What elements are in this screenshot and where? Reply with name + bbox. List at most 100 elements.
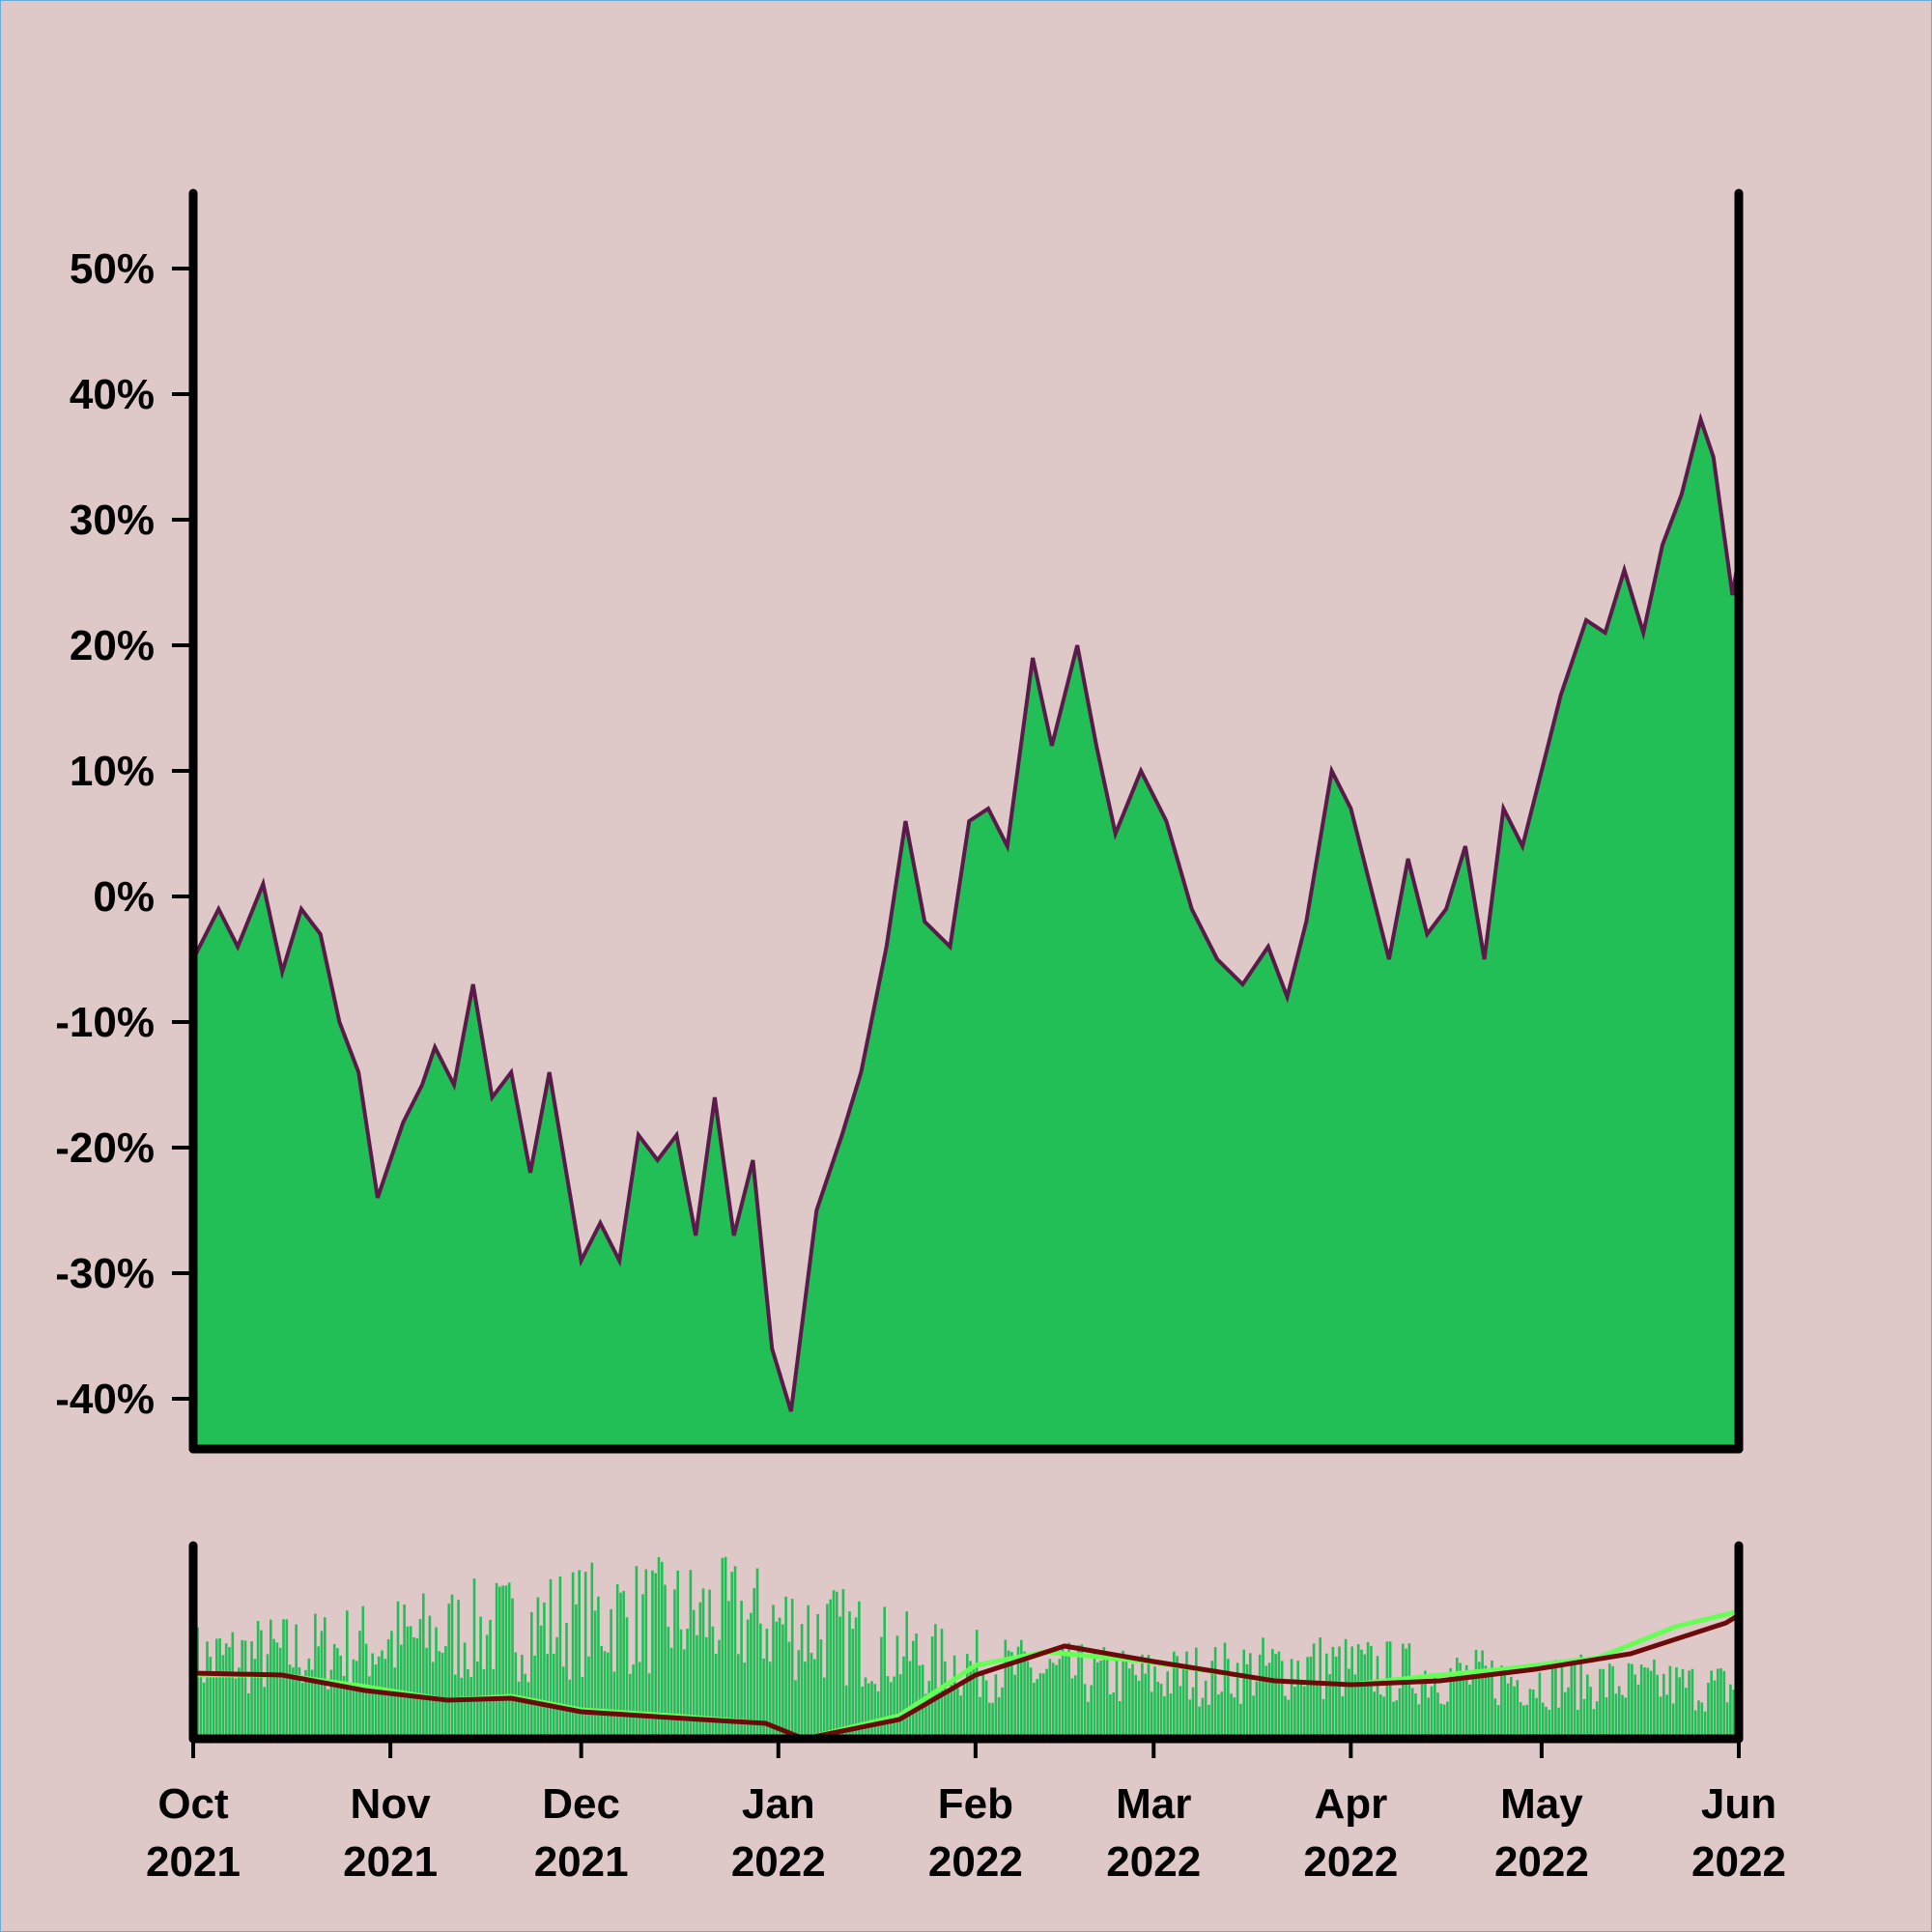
x-tick-label-year: 2021: [343, 1838, 438, 1886]
price-line: [191, 412, 1741, 1412]
volume-bar: [1452, 1678, 1456, 1739]
volume-bar: [241, 1639, 243, 1739]
volume-bar: [673, 1589, 676, 1739]
volume-bar: [915, 1634, 918, 1739]
volume-bar: [1662, 1673, 1665, 1739]
volume-bar: [1137, 1680, 1141, 1739]
volume-bar: [597, 1596, 600, 1739]
x-tick-label-year: 2022: [1494, 1838, 1589, 1886]
x-tick-label-month: Nov: [351, 1780, 432, 1828]
volume-bar: [1080, 1644, 1084, 1739]
volume-bar: [861, 1686, 864, 1739]
volume-bar: [724, 1556, 727, 1739]
volume-bar: [1656, 1674, 1659, 1739]
volume-bar: [422, 1593, 425, 1739]
volume-bar: [940, 1629, 944, 1739]
volume-bar: [403, 1605, 406, 1739]
volume-bar: [377, 1656, 381, 1739]
volume-bar: [1398, 1688, 1402, 1739]
volume-bar: [457, 1600, 460, 1739]
volume-bar: [873, 1684, 877, 1739]
volume-bar: [247, 1692, 250, 1739]
volume-bar: [355, 1661, 358, 1739]
volume-bar: [1096, 1662, 1099, 1739]
volume-bar: [750, 1612, 753, 1739]
volume-bar: [1213, 1647, 1217, 1739]
volume-bar: [1115, 1658, 1119, 1739]
y-tick-label: -40%: [55, 1376, 155, 1423]
volume-bar: [1703, 1711, 1707, 1739]
volume-bar: [778, 1617, 781, 1739]
volume-bar: [1516, 1680, 1520, 1739]
volume-bar: [714, 1654, 718, 1739]
volume-bar: [1614, 1693, 1618, 1739]
volume-bar: [1717, 1668, 1719, 1739]
volume-bar: [482, 1668, 486, 1739]
volume-bars-layer: [193, 1556, 1735, 1739]
volume-bar: [647, 1673, 651, 1739]
volume-bar: [816, 1613, 819, 1739]
volume-bar: [740, 1601, 743, 1739]
volume-bar: [209, 1657, 213, 1739]
volume-bar: [962, 1681, 966, 1739]
volume-bar: [368, 1676, 371, 1739]
volume-bar: [1646, 1667, 1650, 1739]
volume-bar: [501, 1585, 504, 1739]
volume-bar: [1090, 1685, 1093, 1739]
volume-bar: [880, 1636, 883, 1739]
volume-bar: [1468, 1684, 1471, 1739]
volume-bar: [352, 1659, 355, 1739]
volume-bar: [1331, 1646, 1335, 1739]
volume-bar: [307, 1658, 311, 1739]
volume-bar: [1258, 1654, 1262, 1739]
volume-bar: [867, 1683, 870, 1739]
volume-bar: [1675, 1667, 1678, 1739]
volume-bar: [1191, 1687, 1195, 1739]
volume-bar: [492, 1668, 496, 1739]
volume-bar: [575, 1604, 578, 1739]
y-tick-label: -30%: [55, 1250, 155, 1297]
volume-bar: [969, 1661, 972, 1739]
volume-bar: [1430, 1686, 1434, 1739]
volume-bar: [1481, 1650, 1484, 1739]
volume-bar: [787, 1641, 791, 1739]
volume-bar: [450, 1594, 454, 1739]
volume-bar: [737, 1654, 740, 1739]
volume-bar: [972, 1666, 976, 1739]
volume-bar: [610, 1608, 612, 1739]
volume-bar: [959, 1695, 962, 1739]
volume-bar: [593, 1610, 597, 1739]
volume-bar: [1665, 1694, 1668, 1739]
volume-bar: [1290, 1659, 1293, 1739]
volume-bar: [1417, 1704, 1421, 1739]
volume-bar: [1513, 1686, 1516, 1739]
volume-bar: [1582, 1698, 1586, 1739]
volume-bar: [561, 1666, 565, 1739]
volume-bar: [1045, 1668, 1048, 1739]
volume-bar: [708, 1589, 711, 1739]
x-tick-label-year: 2022: [928, 1838, 1023, 1886]
volume-bar: [1179, 1686, 1182, 1739]
volume-bar: [272, 1638, 275, 1739]
volume-bar: [1592, 1709, 1596, 1739]
x-tick-label-year: 2022: [1691, 1838, 1786, 1886]
volume-bar: [1636, 1684, 1640, 1739]
volume-bar: [1267, 1662, 1271, 1739]
volume-bar: [1013, 1674, 1016, 1739]
volume-bar: [212, 1672, 215, 1739]
volume-bar: [1274, 1654, 1277, 1739]
volume-bar: [1119, 1701, 1122, 1739]
volume-bar: [428, 1615, 432, 1739]
volume-bar: [952, 1655, 956, 1739]
volume-bar: [435, 1627, 438, 1739]
volume-bar: [1550, 1662, 1554, 1739]
volume-bar: [883, 1606, 886, 1739]
volume-bar: [253, 1659, 257, 1739]
volume-bar: [711, 1626, 715, 1739]
volume-bar: [1442, 1704, 1446, 1739]
volume-bar: [813, 1659, 816, 1739]
volume-bar: [635, 1566, 639, 1739]
volume-bar: [1405, 1648, 1407, 1739]
volume-bar: [851, 1629, 855, 1739]
volume-bar: [858, 1601, 861, 1739]
